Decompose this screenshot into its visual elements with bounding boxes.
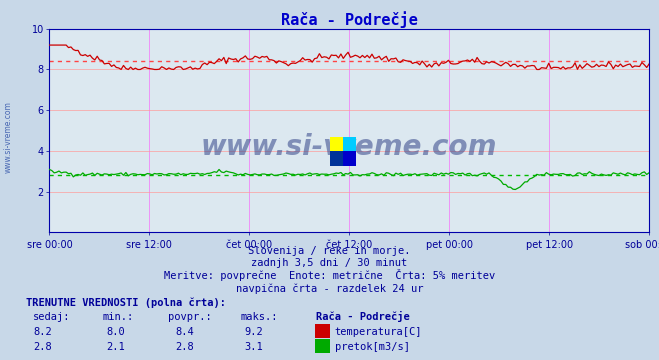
Text: 8.0: 8.0	[106, 327, 125, 337]
Text: Rača - Podrečje: Rača - Podrečje	[316, 311, 410, 323]
Text: 2.8: 2.8	[175, 342, 194, 352]
Text: 2.1: 2.1	[106, 342, 125, 352]
Text: 8.2: 8.2	[34, 327, 52, 337]
Text: 9.2: 9.2	[244, 327, 263, 337]
Text: Meritve: povprečne  Enote: metrične  Črta: 5% meritev: Meritve: povprečne Enote: metrične Črta:…	[164, 269, 495, 281]
Text: maks.:: maks.:	[241, 312, 278, 323]
Text: www.si-vreme.com: www.si-vreme.com	[201, 133, 498, 161]
Text: www.si-vreme.com: www.si-vreme.com	[3, 101, 13, 173]
Text: 3.1: 3.1	[244, 342, 263, 352]
Bar	[330, 137, 343, 151]
Text: TRENUTNE VREDNOSTI (polna črta):: TRENUTNE VREDNOSTI (polna črta):	[26, 297, 226, 308]
Title: Rača - Podrečje: Rača - Podrečje	[281, 11, 418, 28]
Text: zadnjh 3,5 dni / 30 minut: zadnjh 3,5 dni / 30 minut	[251, 258, 408, 269]
Bar	[343, 151, 356, 166]
Bar	[343, 137, 356, 151]
Text: 8.4: 8.4	[175, 327, 194, 337]
Text: 2.8: 2.8	[34, 342, 52, 352]
Bar	[330, 151, 343, 166]
Text: temperatura[C]: temperatura[C]	[335, 327, 422, 337]
Text: min.:: min.:	[102, 312, 133, 323]
Text: sedaj:: sedaj:	[33, 312, 71, 323]
Text: povpr.:: povpr.:	[168, 312, 212, 323]
Text: pretok[m3/s]: pretok[m3/s]	[335, 342, 410, 352]
Text: navpična črta - razdelek 24 ur: navpična črta - razdelek 24 ur	[236, 283, 423, 294]
Text: Slovenija / reke in morje.: Slovenija / reke in morje.	[248, 246, 411, 256]
